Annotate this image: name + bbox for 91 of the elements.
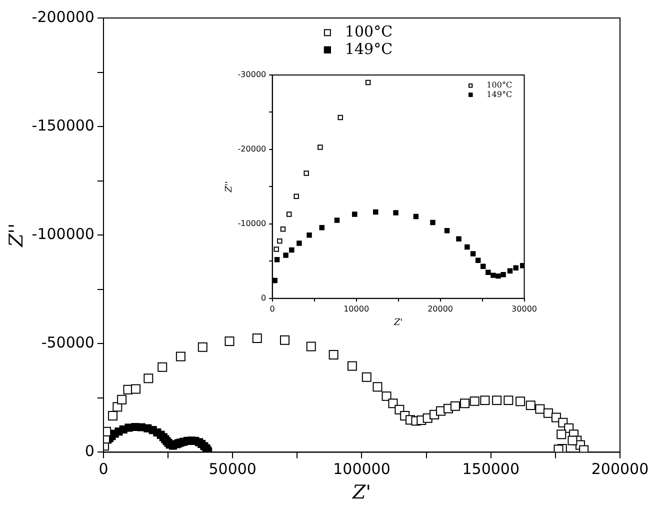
x-tick-label: 0 <box>270 304 275 314</box>
point <box>286 212 292 217</box>
point <box>444 228 450 234</box>
point <box>176 352 186 362</box>
point <box>294 194 299 199</box>
legend-label: 100°C <box>344 22 393 41</box>
x-axis-title: Z' <box>392 318 403 328</box>
point <box>480 264 486 269</box>
point <box>504 396 514 406</box>
point <box>274 246 279 252</box>
point <box>280 335 290 345</box>
point <box>158 362 168 372</box>
y-tick-label: 0 <box>261 293 266 302</box>
point <box>362 372 372 382</box>
y-tick-label: -10000 <box>238 219 266 228</box>
point <box>283 252 288 258</box>
point <box>500 272 506 278</box>
y-axis-title: Z'' <box>224 181 235 194</box>
point <box>224 336 234 346</box>
point <box>117 394 127 404</box>
point <box>319 225 325 230</box>
point <box>486 270 491 275</box>
point <box>543 408 553 418</box>
legend-label: 100°C <box>486 80 512 90</box>
point <box>306 232 312 238</box>
point <box>535 404 545 414</box>
point <box>568 436 578 446</box>
x-axis-title: Z' <box>352 482 371 504</box>
point <box>277 238 282 244</box>
point <box>388 398 398 408</box>
point <box>526 400 536 410</box>
point <box>556 430 566 440</box>
point <box>490 272 496 278</box>
y-tick-label: 0 <box>84 442 94 460</box>
x-tick-label: 20000 <box>428 304 454 314</box>
x-tick-label: 200000 <box>591 460 649 478</box>
point <box>450 401 460 411</box>
point <box>103 426 112 436</box>
point <box>280 226 286 232</box>
legend-label: 149°C <box>486 90 512 99</box>
point <box>131 384 140 394</box>
x-tick-label: 100000 <box>333 460 390 478</box>
point <box>492 396 502 406</box>
x-tick-label: 30000 <box>512 304 537 314</box>
point <box>475 258 481 264</box>
y-tick-label: -50000 <box>41 334 94 352</box>
point <box>372 382 382 392</box>
point <box>198 342 208 352</box>
point <box>513 265 518 270</box>
x-tick-label: 50000 <box>208 460 256 478</box>
y-tick-label: -150000 <box>32 116 94 134</box>
y-tick-label: -20000 <box>238 144 266 154</box>
y-tick-label: -200000 <box>32 8 94 26</box>
point <box>373 209 378 215</box>
point <box>470 396 480 406</box>
y-tick-label: -100000 <box>32 224 94 243</box>
point <box>516 396 526 406</box>
point <box>507 268 513 274</box>
point <box>144 374 154 384</box>
point <box>382 391 392 401</box>
legend-label: 149°C <box>344 40 393 58</box>
point <box>289 247 294 253</box>
x-tick-label: 10000 <box>344 304 370 314</box>
point <box>554 444 564 452</box>
point <box>456 236 462 242</box>
point <box>496 273 501 279</box>
point <box>413 214 419 220</box>
point <box>274 257 280 262</box>
point <box>252 333 262 343</box>
point <box>464 244 470 250</box>
point <box>318 144 323 150</box>
point <box>352 212 358 217</box>
point <box>470 251 476 256</box>
point <box>338 114 343 120</box>
point <box>334 218 340 223</box>
point <box>347 361 357 371</box>
x-tick-label: 0 <box>98 460 108 478</box>
point <box>480 396 490 406</box>
point <box>304 170 309 176</box>
y-tick-label: -30000 <box>238 70 266 80</box>
point <box>296 240 302 246</box>
point <box>393 210 398 216</box>
point <box>328 350 338 360</box>
x-tick-label: 150000 <box>462 460 520 478</box>
point <box>520 263 524 268</box>
point <box>460 398 470 408</box>
point <box>430 220 436 226</box>
point <box>306 342 316 352</box>
point <box>365 80 371 86</box>
point <box>108 410 118 420</box>
y-axis-title: Z'' <box>5 223 28 248</box>
